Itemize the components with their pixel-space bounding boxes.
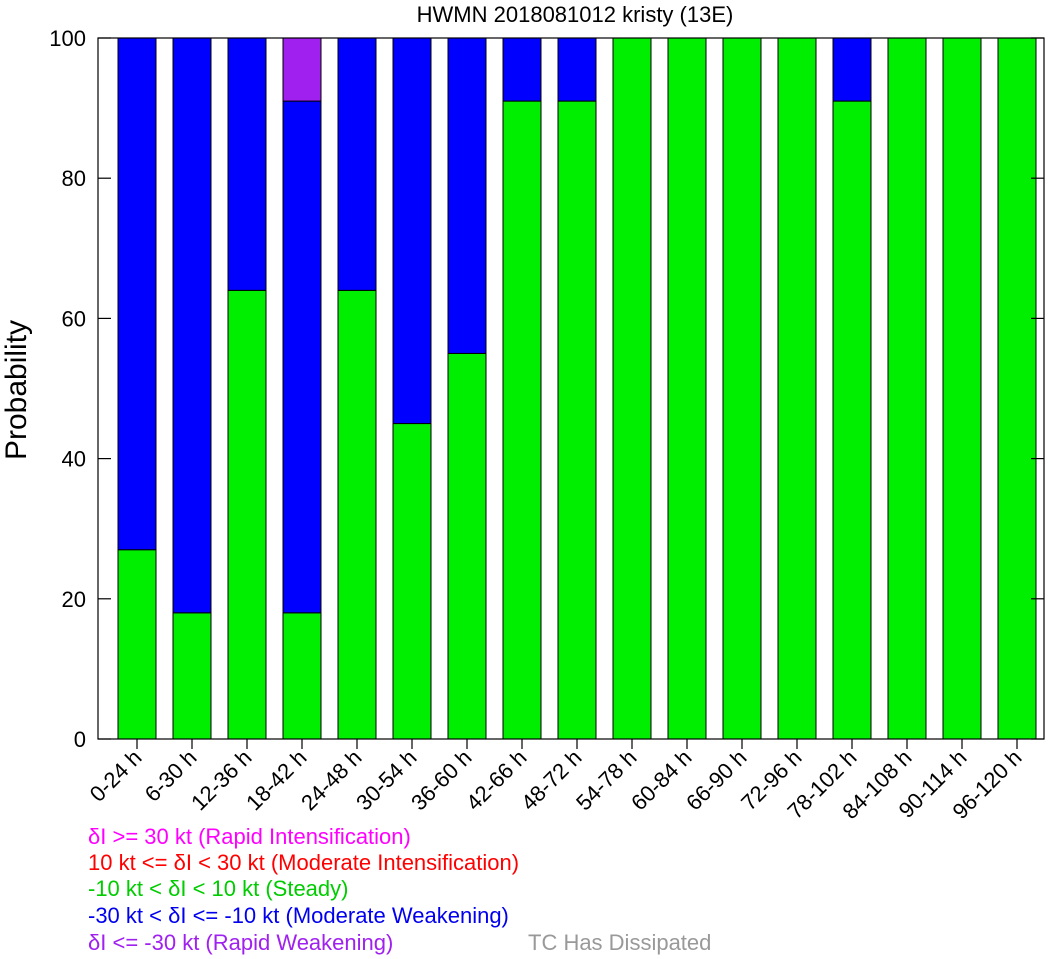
y-tick-label: 100 <box>49 26 86 51</box>
bar-segment <box>502 37 542 102</box>
y-axis: 0 20 40 60 80 100 <box>49 26 1044 752</box>
x-tick-label: 30-54 h <box>351 745 421 815</box>
plot-frame <box>97 37 1045 740</box>
bar-segment <box>832 100 872 740</box>
y-tick-label: 0 <box>74 727 86 752</box>
x-axis: 0-24 h6-30 h12-36 h18-42 h24-48 h30-54 h… <box>85 739 1027 824</box>
legend-item: -30 kt < δI <= -10 kt (Moderate Weakenin… <box>88 903 509 928</box>
legend-item: -10 kt < δI < 10 kt (Steady) <box>88 876 349 901</box>
bar-segment <box>997 37 1037 740</box>
x-tick-label: 48-72 h <box>516 745 586 815</box>
bar-segment <box>172 612 212 740</box>
bar-segment <box>172 37 212 614</box>
x-tick-label: 60-84 h <box>626 745 696 815</box>
legend-item-dissipated: TC Has Dissipated <box>528 930 712 955</box>
bar-segment <box>337 37 377 291</box>
bar-segment <box>282 37 322 102</box>
chart-title: HWMN 2018081012 kristy (13E) <box>417 2 734 27</box>
x-tick-label: 66-90 h <box>681 745 751 815</box>
bar-segment <box>942 37 982 740</box>
y-tick-label: 80 <box>62 166 86 191</box>
bar-segment <box>447 37 487 354</box>
bar-segment <box>502 100 542 740</box>
legend-item: δI <= -30 kt (Rapid Weakening) <box>88 930 394 955</box>
x-tick-label: 24-48 h <box>296 745 366 815</box>
bar-segment <box>777 37 817 740</box>
x-tick-label: 36-60 h <box>406 745 476 815</box>
x-tick-label: 54-78 h <box>571 745 641 815</box>
x-tick-label: 18-42 h <box>241 745 311 815</box>
bar-segment <box>392 423 432 740</box>
x-tick-label: 12-36 h <box>186 745 256 815</box>
bar-segment <box>557 100 597 740</box>
bar-segment <box>447 352 487 740</box>
bar-segment <box>117 549 157 740</box>
bar-segment <box>887 37 927 740</box>
bar-segment <box>282 612 322 740</box>
bar-segment <box>337 289 377 740</box>
bar-segment <box>227 289 267 740</box>
bar-segment <box>722 37 762 740</box>
bar-segment <box>282 100 322 614</box>
legend-item: δI >= 30 kt (Rapid Intensification) <box>88 824 411 849</box>
legend-item: 10 kt <= δI < 30 kt (Moderate Intensific… <box>88 850 520 875</box>
x-tick-label: 0-24 h <box>85 745 147 807</box>
y-tick-label: 20 <box>62 587 86 612</box>
x-tick-label: 42-66 h <box>461 745 531 815</box>
bar-segment <box>117 37 157 551</box>
bar-segment <box>392 37 432 425</box>
bar-segment <box>832 37 872 102</box>
bar-segment <box>612 37 652 740</box>
y-tick-label: 60 <box>62 306 86 331</box>
bar-segment <box>227 37 267 291</box>
bars-layer <box>117 37 1037 740</box>
y-tick-label: 40 <box>62 447 86 472</box>
y-axis-label: Probability <box>0 320 33 460</box>
bar-segment <box>557 37 597 102</box>
bar-segment <box>667 37 707 740</box>
